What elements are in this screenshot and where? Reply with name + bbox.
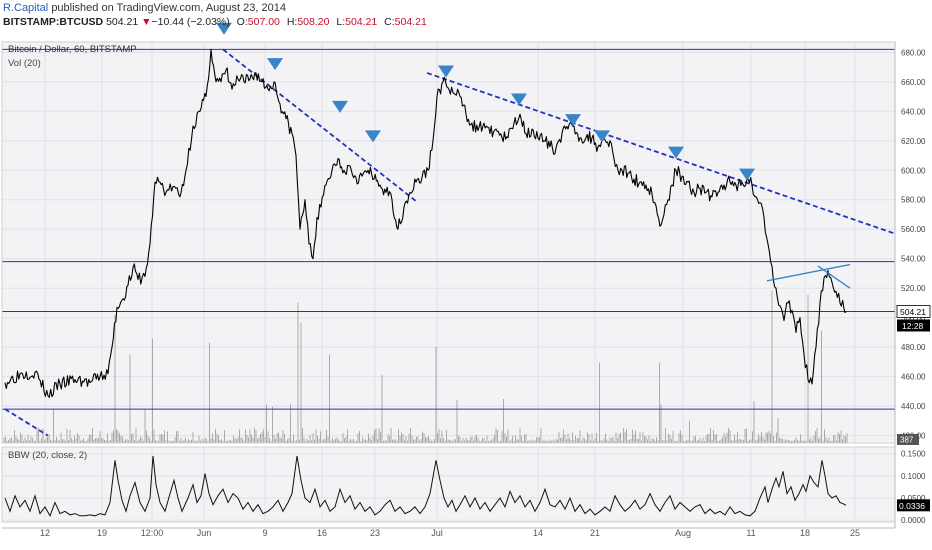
x-tick-label: 19 xyxy=(97,528,107,538)
main-chart-title: Bitcoin / Dollar, 60, BITSTAMP xyxy=(8,44,137,55)
countdown-label: 12:28 xyxy=(902,321,924,331)
high-label: H: xyxy=(286,16,298,28)
y-tick-label: 560.00 xyxy=(901,225,926,234)
down-marker-icon xyxy=(739,168,755,181)
last-price-badge xyxy=(896,305,931,318)
x-tick-label: 9 xyxy=(262,528,267,538)
x-tick-label: 25 xyxy=(850,528,860,538)
low-value: 504.21 xyxy=(345,16,378,28)
x-tick-label: 12:00 xyxy=(141,528,164,538)
y-tick-label: 460.00 xyxy=(901,373,926,382)
down-marker-icon xyxy=(594,130,610,143)
y-tick-label: 480.00 xyxy=(901,343,926,352)
y-tick-label: 540.00 xyxy=(901,255,926,264)
down-marker-icon xyxy=(365,130,381,143)
volume-last-badge xyxy=(897,434,919,445)
price-series-line xyxy=(4,48,847,398)
bbw-series-line xyxy=(4,455,847,517)
change-value: −10.44 (−2.03%) xyxy=(151,16,230,28)
bbw-indicator-title: BBW (20, close, 2) xyxy=(8,450,87,461)
down-marker-icon xyxy=(668,146,684,159)
x-tick-label: Aug xyxy=(675,528,691,538)
down-marker-icon xyxy=(438,65,454,78)
x-tick-label: 21 xyxy=(590,528,600,538)
countdown-badge xyxy=(897,319,930,332)
y-tick-label: 640.00 xyxy=(901,107,926,116)
publish-text: published on TradingView.com, August 23,… xyxy=(51,2,286,14)
open-label: O: xyxy=(236,16,248,28)
wedge-line-1 xyxy=(817,265,851,289)
down-marker-icon xyxy=(511,93,527,106)
low-label: L: xyxy=(336,16,346,28)
down-marker-icon xyxy=(267,58,283,71)
y-tick-label: 660.00 xyxy=(901,78,926,87)
y-tick-label: 600.00 xyxy=(901,166,926,175)
high-value: 508.20 xyxy=(297,16,330,28)
x-tick-label: Jul xyxy=(431,528,443,538)
close-value: 504.21 xyxy=(394,16,427,28)
open-value: 507.00 xyxy=(247,16,280,28)
volume-label: Vol (20) xyxy=(8,58,41,69)
y-tick-label: 680.00 xyxy=(901,48,926,57)
x-tick-label: 18 xyxy=(800,528,810,538)
bbw-y-tick-label: 0.0500 xyxy=(901,494,926,503)
last-price-value: 504.21 xyxy=(106,16,139,28)
author-link[interactable]: R.Capital xyxy=(3,2,49,14)
close-label: C: xyxy=(384,16,395,28)
down-marker-icon xyxy=(216,22,232,35)
y-tick-label: 580.00 xyxy=(901,196,926,205)
y-tick-label: 620.00 xyxy=(901,137,926,146)
trend-line-2 xyxy=(4,408,49,437)
x-tick-label: Jun xyxy=(197,528,212,538)
bbw-y-tick-label: 0.1500 xyxy=(901,450,926,459)
last-price-label: 504.21 xyxy=(900,307,926,317)
x-tick-label: 14 xyxy=(533,528,543,538)
bbw-y-tick-label: 0.0000 xyxy=(901,516,926,525)
main-panel-bg xyxy=(2,42,895,443)
down-marker-icon xyxy=(565,114,581,127)
y-tick-label: 440.00 xyxy=(901,402,926,411)
volume-last-label: 387 xyxy=(900,436,914,445)
symbol-name[interactable]: BITSTAMP:BTCUSD xyxy=(3,16,104,28)
bbw-last-badge xyxy=(897,499,930,512)
wedge-line-0 xyxy=(766,263,851,282)
trend-line-0 xyxy=(222,48,419,204)
symbol-line: BITSTAMP:BTCUSD 504.21 ▼−10.44 (−2.03%) … xyxy=(3,16,427,28)
down-marker-icon xyxy=(332,100,348,113)
trend-line-1 xyxy=(426,72,896,235)
x-tick-label: 16 xyxy=(317,528,327,538)
change-arrow-icon: ▼ xyxy=(141,16,152,28)
bbw-last-label: 0.0336 xyxy=(899,501,925,511)
y-tick-label: 500.00 xyxy=(901,314,926,323)
publish-line: R.Capital published on TradingView.com, … xyxy=(3,2,286,14)
y-tick-label: 520.00 xyxy=(901,284,926,293)
x-tick-label: 12 xyxy=(40,528,50,538)
x-tick-label: 11 xyxy=(746,528,755,538)
bbw-y-tick-label: 0.1000 xyxy=(901,472,926,481)
x-tick-label: 23 xyxy=(370,528,380,538)
